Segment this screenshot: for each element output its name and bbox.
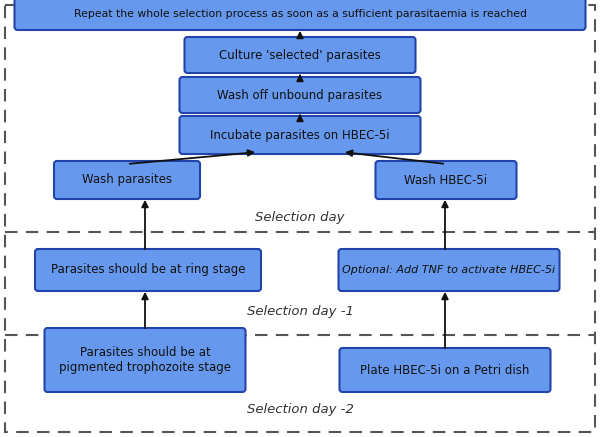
Text: Plate HBEC-5i on a Petri dish: Plate HBEC-5i on a Petri dish — [361, 364, 530, 377]
FancyBboxPatch shape — [179, 77, 421, 113]
FancyBboxPatch shape — [185, 37, 415, 73]
Text: Wash off unbound parasites: Wash off unbound parasites — [217, 89, 383, 101]
FancyBboxPatch shape — [44, 328, 245, 392]
Text: Incubate parasites on HBEC-5i: Incubate parasites on HBEC-5i — [210, 128, 390, 142]
Text: Wash parasites: Wash parasites — [82, 173, 172, 187]
FancyBboxPatch shape — [35, 249, 261, 291]
FancyBboxPatch shape — [376, 161, 517, 199]
Text: Wash HBEC-5i: Wash HBEC-5i — [404, 173, 488, 187]
Text: Parasites should be at ring stage: Parasites should be at ring stage — [51, 264, 245, 277]
Text: Optional: Add TNF to activate HBEC-5i: Optional: Add TNF to activate HBEC-5i — [343, 265, 556, 275]
FancyBboxPatch shape — [340, 348, 551, 392]
FancyBboxPatch shape — [179, 116, 421, 154]
Text: Selection day: Selection day — [255, 212, 345, 225]
Text: Selection day -1: Selection day -1 — [247, 305, 353, 319]
FancyBboxPatch shape — [338, 249, 560, 291]
FancyBboxPatch shape — [14, 0, 586, 30]
Text: Parasites should be at
pigmented trophozoite stage: Parasites should be at pigmented trophoz… — [59, 346, 231, 374]
Text: Repeat the whole selection process as soon as a sufficient parasitaemia is reach: Repeat the whole selection process as so… — [74, 9, 527, 19]
Text: Culture 'selected' parasites: Culture 'selected' parasites — [219, 49, 381, 62]
FancyBboxPatch shape — [54, 161, 200, 199]
Text: Selection day -2: Selection day -2 — [247, 403, 353, 416]
